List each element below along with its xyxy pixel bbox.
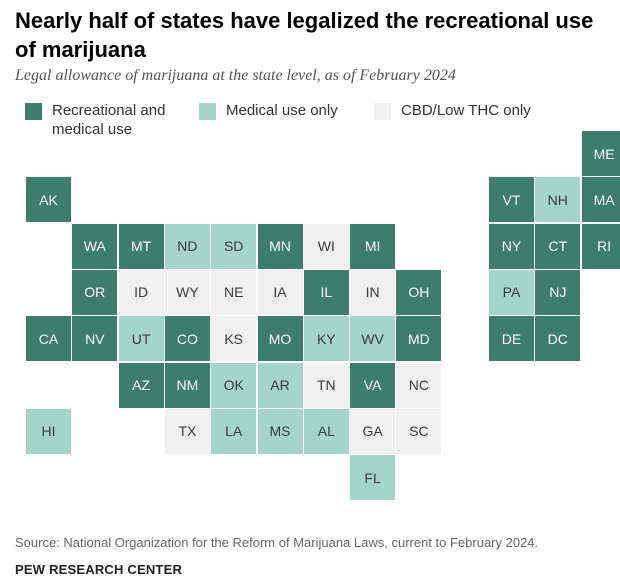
chart-subtitle: Legal allowance of marijuana at the stat… [15, 67, 456, 84]
state-tile-va: VA [350, 362, 396, 408]
state-tile-oh: OH [396, 269, 442, 315]
state-tile-ak: AK [26, 177, 71, 223]
organization-credit: PEW RESEARCH CENTER [15, 562, 183, 577]
state-tile-ks: KS [211, 316, 257, 362]
state-tile-ny: NY [489, 223, 534, 269]
state-tile-al: AL [303, 408, 349, 454]
state-tile-tn: TN [303, 362, 349, 408]
state-tile-ms: MS [257, 408, 303, 454]
state-tile-la: LA [211, 408, 257, 454]
state-tile-nh: NH [535, 177, 581, 223]
state-tile-ut: UT [118, 316, 164, 362]
state-tile-wa: WA [72, 223, 118, 269]
state-tile-mt: MT [118, 223, 164, 269]
state-tile-nm: NM [164, 362, 210, 408]
state-tile-wi: WI [303, 223, 349, 269]
state-tile-fl: FL [350, 455, 396, 501]
state-tile-ia: IA [257, 269, 303, 315]
state-tile-sc: SC [396, 408, 442, 454]
state-tile-nd: ND [164, 223, 210, 269]
legend-item-recreational: Recreational and medical use [25, 101, 182, 139]
legend-swatch-cbd [374, 103, 391, 120]
legend-label-medical: Medical use only [226, 102, 338, 119]
legend-item-medical: Medical use only [199, 101, 338, 120]
legend-label-recreational: Recreational and medical use [52, 102, 166, 138]
state-tile-ca: CA [26, 316, 71, 362]
state-tile-pa: PA [489, 269, 534, 315]
state-tile-ky: KY [303, 316, 349, 362]
state-tile-mn: MN [257, 223, 303, 269]
state-tile-wv: WV [350, 316, 396, 362]
state-tile-wy: WY [164, 269, 210, 315]
state-tile-id: ID [118, 269, 164, 315]
state-tile-dc: DC [535, 316, 581, 362]
legend-item-cbd: CBD/Low THC only [374, 101, 531, 120]
state-tile-mo: MO [257, 316, 303, 362]
state-tile-de: DE [489, 316, 534, 362]
state-tile-il: IL [303, 269, 349, 315]
state-tile-in: IN [350, 269, 396, 315]
state-tile-az: AZ [118, 362, 164, 408]
state-tile-md: MD [396, 316, 442, 362]
state-tile-or: OR [72, 269, 118, 315]
state-tile-ma: MA [581, 177, 620, 223]
state-tile-ga: GA [350, 408, 396, 454]
chart-title: Nearly half of states have legalized the… [15, 8, 594, 62]
state-tile-hi: HI [26, 408, 71, 454]
state-tile-mi: MI [350, 223, 396, 269]
state-tile-me: ME [581, 131, 620, 176]
source-note: Source: National Organization for the Re… [15, 535, 539, 550]
state-tile-nj: NJ [535, 269, 581, 315]
state-tile-ct: CT [535, 223, 581, 269]
legend-swatch-medical [199, 103, 216, 120]
state-tile-ar: AR [257, 362, 303, 408]
legend-label-cbd: CBD/Low THC only [401, 102, 531, 119]
legend-swatch-recreational [25, 103, 42, 120]
state-tile-tx: TX [164, 408, 210, 454]
state-tile-ok: OK [211, 362, 257, 408]
state-tile-nv: NV [72, 316, 118, 362]
state-tile-ri: RI [581, 223, 620, 269]
state-tile-sd: SD [211, 223, 257, 269]
state-tile-ne: NE [211, 269, 257, 315]
state-tile-nc: NC [396, 362, 442, 408]
state-tile-vt: VT [489, 177, 534, 223]
state-tile-co: CO [164, 316, 210, 362]
